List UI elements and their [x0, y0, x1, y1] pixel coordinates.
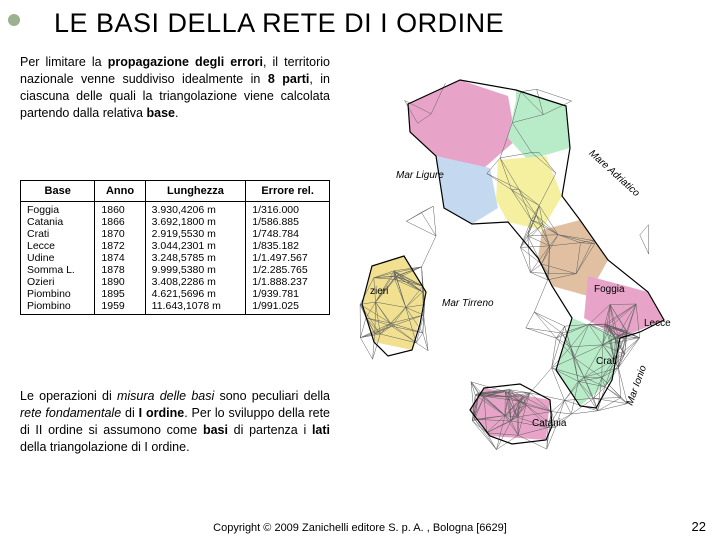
- col-header-errore: Errore rel.: [246, 181, 330, 202]
- text-italic: rete fondamentale: [20, 406, 121, 420]
- text: di partenza i: [228, 423, 312, 437]
- text-bold: lati: [312, 423, 330, 437]
- text-italic: misura delle basi: [117, 389, 214, 403]
- map-svg: [340, 60, 700, 480]
- cell: 1860 1866 1870 1872 1874 1878 1890 1895 …: [95, 202, 145, 315]
- text-bold: base: [146, 106, 175, 120]
- text-bold: propagazione degli errori: [108, 55, 263, 69]
- table-row: Foggia Catania Crati Lecce Udine Somma L…: [21, 202, 330, 315]
- sea-label-tirreno: Mar Tirreno: [442, 298, 494, 309]
- italy-map: Mar Ligure Mare Adriatico Mar Tirreno Ma…: [340, 60, 700, 480]
- intro-paragraph: Per limitare la propagazione degli error…: [20, 54, 330, 122]
- text: di: [121, 406, 138, 420]
- city-label-foggia: Foggia: [594, 284, 625, 295]
- text-bold: 8 parti: [268, 72, 310, 86]
- text: della triangolazione di I ordine.: [20, 440, 190, 454]
- text-bold: basi: [203, 423, 228, 437]
- bases-table: Base Anno Lunghezza Errore rel. Foggia C…: [20, 180, 330, 315]
- slide-bullet: [8, 14, 20, 26]
- city-label-lecce: Lecce: [644, 318, 671, 329]
- page-title: LE BASI DELLA RETE DI I ORDINE: [54, 8, 504, 39]
- page-number: 22: [692, 519, 706, 534]
- city-label-ozieri: zieri: [370, 286, 388, 297]
- cell: 3.930,4206 m 3.692,1800 m 2.919,5530 m 3…: [145, 202, 246, 315]
- col-header-base: Base: [21, 181, 95, 202]
- col-header-lunghezza: Lunghezza: [145, 181, 246, 202]
- sea-label-ligure: Mar Ligure: [396, 170, 444, 181]
- text: .: [175, 106, 178, 120]
- text: Le operazioni di: [20, 389, 117, 403]
- text: Per limitare la: [20, 55, 108, 69]
- text-bold: I ordine: [139, 406, 185, 420]
- cell: Foggia Catania Crati Lecce Udine Somma L…: [21, 202, 95, 315]
- copyright-text: Copyright © 2009 Zanichelli editore S. p…: [0, 522, 720, 534]
- table-header-row: Base Anno Lunghezza Errore rel.: [21, 181, 330, 202]
- city-label-crati: Crati: [596, 356, 617, 367]
- col-header-anno: Anno: [95, 181, 145, 202]
- city-label-catania: Catania: [532, 418, 566, 429]
- footer-paragraph: Le operazioni di misura delle basi sono …: [20, 388, 330, 456]
- cell: 1/316.000 1/586.885 1/748.784 1/835.182 …: [246, 202, 330, 315]
- text: sono peculiari della: [214, 389, 330, 403]
